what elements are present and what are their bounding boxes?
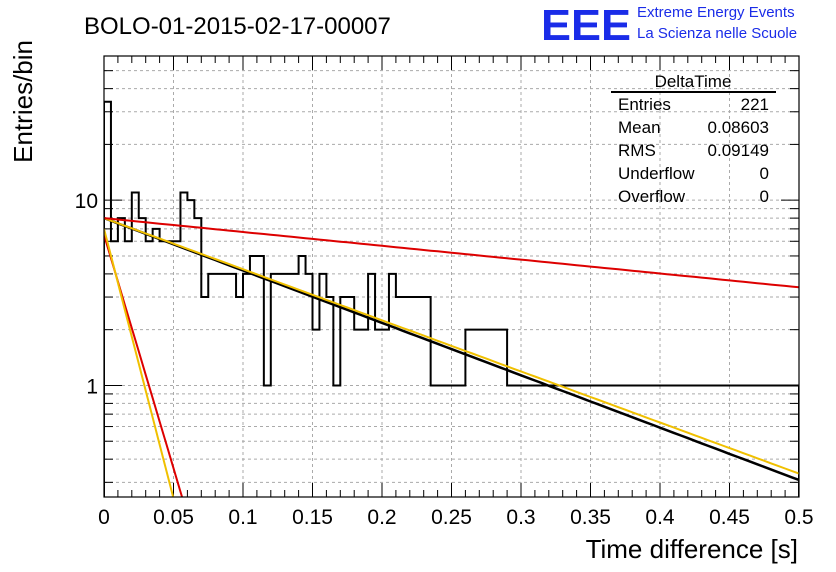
fit-curves xyxy=(104,216,799,497)
x-tick-label: 0.05 xyxy=(153,506,194,529)
y-tick-labels: 1 10 xyxy=(75,190,98,398)
y-tick-label: 1 xyxy=(86,375,98,398)
x-tick-label: 0.45 xyxy=(709,506,750,529)
y-axis-label: Entries/bin xyxy=(8,40,38,163)
stats-value-overflow: 0 xyxy=(760,187,769,206)
logo-line2: La Scienza nelle Scuole xyxy=(637,25,797,42)
x-tick-label: 0.3 xyxy=(506,506,535,529)
x-tick-label: 0.25 xyxy=(431,506,472,529)
stats-value-rms: 0.09149 xyxy=(708,141,769,160)
x-tick-label: 0 xyxy=(98,506,110,529)
x-tick-label: 0.2 xyxy=(367,506,396,529)
x-tick-label: 0.35 xyxy=(570,506,611,529)
axis-ticks xyxy=(103,55,800,497)
eee-logo: EEE Extreme Energy Events La Scienza nel… xyxy=(541,1,797,50)
logo-line1: Extreme Energy Events xyxy=(637,4,795,21)
x-tick-label: 0.4 xyxy=(645,506,675,529)
x-tick-label: 0.5 xyxy=(784,506,813,529)
logo-letters: EEE xyxy=(541,1,631,50)
stats-label-entries: Entries xyxy=(618,95,671,114)
fit-curve-1 xyxy=(104,217,799,475)
histogram-line xyxy=(104,100,799,497)
stats-label-mean: Mean xyxy=(618,118,661,137)
stats-value-underflow: 0 xyxy=(760,164,769,183)
x-axis-label: Time difference [s] xyxy=(586,534,798,564)
plot-frame xyxy=(103,55,800,498)
fit-curve-2 xyxy=(104,217,799,289)
stats-title: DeltaTime xyxy=(655,72,732,91)
stats-value-entries: 221 xyxy=(741,95,769,114)
stats-box: DeltaTime Entries 221 Mean 0.08603 RMS 0… xyxy=(611,72,776,206)
fit-curve-4 xyxy=(104,228,175,497)
y-tick-label: 10 xyxy=(75,190,98,213)
x-tick-label: 0.15 xyxy=(292,506,333,529)
stats-label-underflow: Underflow xyxy=(618,164,695,183)
stats-label-overflow: Overflow xyxy=(618,187,686,206)
x-tick-labels: 0 0.05 0.1 0.15 0.2 0.25 0.3 0.35 0.4 0.45 0.5 xyxy=(98,506,813,529)
stats-label-rms: RMS xyxy=(618,141,656,160)
chart-title: BOLO-01-2015-02-17-00007 xyxy=(84,13,391,40)
x-tick-label: 0.1 xyxy=(228,506,257,529)
stats-value-mean: 0.08603 xyxy=(708,118,769,137)
